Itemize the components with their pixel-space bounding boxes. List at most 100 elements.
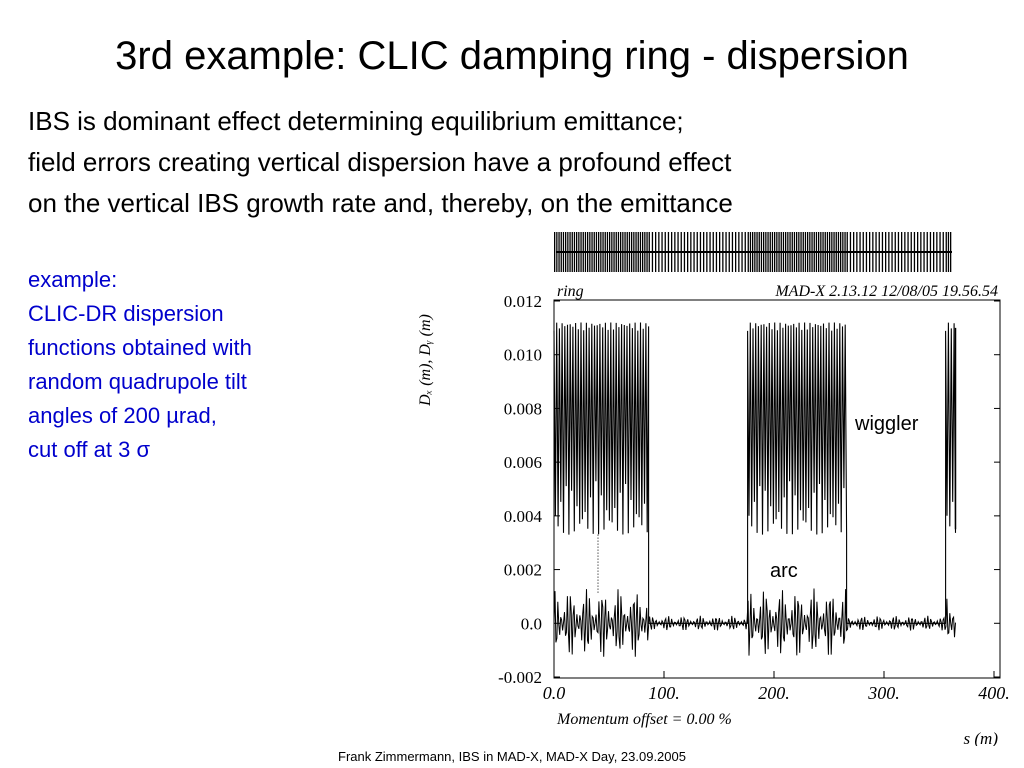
- dispersion-traces: [553, 322, 957, 657]
- lattice-element: [787, 232, 789, 272]
- lattice-element: [725, 232, 727, 272]
- lattice-element: [628, 232, 631, 272]
- lattice-element: [756, 232, 758, 272]
- y-tick-label: 0.010: [504, 346, 542, 365]
- lattice-element: [595, 232, 598, 272]
- lattice-element: [639, 232, 642, 272]
- lattice-element: [844, 232, 846, 272]
- lattice-element: [749, 232, 752, 272]
- lattice-element: [936, 232, 938, 272]
- lattice-element: [715, 232, 718, 272]
- lattice-element: [926, 232, 928, 272]
- lattice-element: [615, 232, 617, 272]
- lattice-element: [856, 232, 858, 272]
- lattice-element: [907, 232, 909, 272]
- arc-label: arc: [770, 560, 798, 582]
- lattice-element: [831, 232, 833, 272]
- lattice-element: [942, 232, 944, 272]
- lattice-element: [611, 232, 613, 272]
- lattice-element: [626, 232, 628, 272]
- plot-header-right: MAD-X 2.13.12 12/08/05 19.56.54: [774, 283, 998, 300]
- lattice-element: [939, 232, 941, 272]
- lattice-element: [661, 232, 663, 272]
- intro-line: field errors creating vertical dispersio…: [28, 147, 732, 177]
- y-tick-label: 0.012: [504, 292, 542, 311]
- lattice-element: [648, 232, 650, 272]
- lattice-element: [947, 232, 950, 272]
- lattice-element: [881, 232, 884, 272]
- lattice-element: [913, 232, 916, 272]
- lattice-element: [709, 232, 711, 272]
- lattice-element: [771, 232, 774, 272]
- lattice-element: [758, 232, 760, 272]
- dispersion-plot: ring MAD-X 2.13.12 12/08/05 19.56.54 -0.…: [417, 232, 1010, 746]
- lattice-element: [613, 232, 615, 272]
- lattice-element: [862, 232, 864, 272]
- lattice-element: [598, 232, 600, 272]
- lattice-element: [813, 232, 815, 272]
- note-line: functions obtained with: [28, 335, 252, 360]
- lattice-element: [920, 232, 922, 272]
- lattice-element: [558, 232, 560, 272]
- x-tick-label: 100.: [648, 683, 680, 703]
- lattice-element: [582, 232, 584, 272]
- lattice-element: [573, 232, 576, 272]
- lattice-element: [891, 232, 893, 272]
- lattice-element: [796, 232, 798, 272]
- note-line: angles of 200 µrad,: [28, 403, 217, 428]
- lattice-element: [811, 232, 813, 272]
- lattice-element: [818, 232, 820, 272]
- lattice-element: [683, 232, 686, 272]
- lattice-element: [752, 232, 754, 272]
- lattice-element: [820, 232, 822, 272]
- intro-line: IBS is dominant effect determining equil…: [28, 106, 684, 136]
- lattice-element: [945, 232, 947, 272]
- lattice-element: [837, 232, 840, 272]
- lattice-element: [635, 232, 637, 272]
- momentum-offset-label: Momentum offset = 0.00 %: [556, 711, 732, 728]
- lattice-element: [680, 232, 682, 272]
- lattice-element: [888, 232, 890, 272]
- lattice-element: [667, 232, 670, 272]
- lattice-element: [754, 232, 756, 272]
- example-note: example: CLIC-DR dispersion functions ob…: [28, 263, 252, 467]
- lattice-bar: [554, 232, 952, 272]
- lattice-element: [584, 232, 587, 272]
- lattice-element: [833, 232, 835, 272]
- lattice-element: [617, 232, 620, 272]
- lattice-element: [829, 232, 831, 272]
- lattice-element: [578, 232, 580, 272]
- lattice-element: [894, 232, 896, 272]
- lattice-element: [910, 232, 912, 272]
- x-tick-labels: 0.0 100. 200. 300. 400.: [543, 671, 1010, 703]
- lattice-element: [875, 232, 877, 272]
- lattice-element: [809, 232, 811, 272]
- lattice-element: [622, 232, 624, 272]
- note-line: random quadrupole tilt: [28, 369, 247, 394]
- lattice-element: [567, 232, 569, 272]
- lattice-element: [712, 232, 714, 272]
- lattice-element: [840, 232, 842, 272]
- lattice-element: [571, 232, 573, 272]
- x-tick-label: 400.: [978, 683, 1010, 703]
- slide-title: 3rd example: CLIC damping ring - dispers…: [115, 34, 909, 78]
- lattice-element: [696, 232, 698, 272]
- lattice-element: [664, 232, 666, 272]
- lattice-element: [731, 232, 734, 272]
- lattice-element: [815, 232, 818, 272]
- y-tick-label: 0.002: [504, 561, 542, 580]
- lattice-element: [923, 232, 925, 272]
- lattice-element: [901, 232, 903, 272]
- lattice-element: [791, 232, 793, 272]
- intro-line: on the vertical IBS growth rate and, the…: [28, 188, 733, 218]
- footer-credit: Frank Zimmermann, IBS in MAD-X, MAD-X Da…: [338, 749, 686, 764]
- lattice-element: [637, 232, 639, 272]
- y-tick-label: 0.006: [504, 453, 542, 472]
- lattice-element: [835, 232, 837, 272]
- lattice-element: [651, 232, 654, 272]
- y-tick-label: -0.002: [498, 668, 542, 687]
- lattice-element: [703, 232, 705, 272]
- x-axis-label: s (m): [964, 729, 999, 746]
- lattice-element: [580, 232, 582, 272]
- lattice-element: [824, 232, 826, 272]
